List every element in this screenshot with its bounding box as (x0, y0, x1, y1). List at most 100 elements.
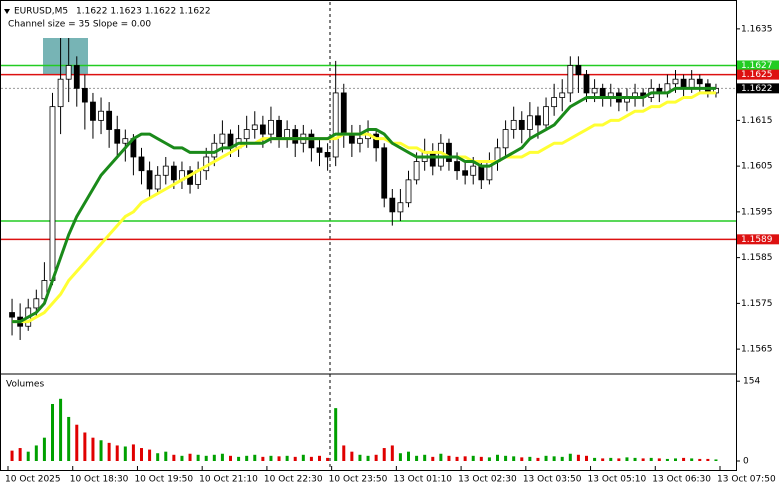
candle-body (478, 165, 485, 181)
y-tick-label: 1.1575 (741, 299, 773, 309)
level-label-box (737, 69, 779, 80)
volume-bar (544, 455, 548, 461)
volume-bar (326, 457, 330, 461)
x-tick-label: 10 Oct 23:50 (329, 475, 388, 485)
candle-body (696, 78, 703, 85)
candle-body (405, 179, 412, 204)
candle-body (41, 280, 48, 300)
candle-body (462, 170, 469, 176)
volume-label: Volumes (6, 380, 44, 390)
candle-body (251, 124, 258, 130)
volume-bar (293, 456, 297, 461)
candle-body (154, 174, 161, 190)
volume-bar (204, 455, 208, 461)
candle-body (162, 165, 169, 176)
volume-bar (382, 448, 386, 461)
volume-bar (682, 457, 686, 461)
volume-bar (593, 457, 597, 461)
volume-bar (560, 456, 564, 461)
volume-bar (463, 456, 467, 461)
volume-bar (504, 455, 508, 461)
candle-body (98, 110, 104, 121)
volume-bar (439, 453, 443, 461)
volume-bar (237, 456, 241, 461)
level-label: 1.1589 (741, 235, 773, 245)
volume-bar (156, 453, 160, 461)
candle-body (81, 87, 88, 103)
volume-bar (601, 458, 605, 461)
candle-body (146, 170, 153, 190)
candle-body (535, 115, 541, 126)
x-tick-label: 13 Oct 03:50 (523, 475, 582, 485)
candle-body (672, 78, 679, 85)
candle-body (292, 129, 299, 144)
candle-body (65, 65, 72, 80)
candle-body (397, 202, 404, 213)
candle-body (559, 92, 566, 98)
candle-body (510, 119, 517, 130)
volume-bar (180, 455, 184, 461)
moving-average (12, 86, 716, 324)
volume-bar (318, 455, 321, 461)
volume-bar (107, 442, 111, 461)
y-tick-label: 1.1615 (741, 116, 773, 126)
candle-body (332, 92, 339, 158)
candle-body (9, 312, 15, 318)
x-tick-label: 10 Oct 18:30 (70, 475, 129, 485)
volume-bar (625, 457, 629, 461)
volume-bar (528, 456, 532, 461)
candle-body (591, 87, 598, 94)
y-tick-label: 1.1595 (741, 207, 773, 217)
candle-body (122, 138, 129, 144)
candle-body (357, 138, 363, 144)
volume-bar (447, 455, 451, 461)
volume-bar (301, 454, 305, 461)
candle-body (470, 165, 477, 176)
volume-bar (649, 457, 653, 461)
volume-bar (91, 437, 95, 461)
indicator-info: Channel size = 35 Slope = 0.00 (8, 20, 151, 30)
volume-bar (172, 454, 176, 461)
candle-body (114, 129, 121, 144)
volume-bar (455, 456, 459, 461)
candle-body (381, 147, 388, 199)
volume-bar (269, 455, 273, 461)
moving-average (12, 91, 716, 324)
candle-body (567, 65, 574, 94)
candle-body (73, 65, 80, 89)
candle-body (454, 161, 460, 172)
level-label-box (737, 234, 779, 245)
symbol: EURUSD,M5 (14, 7, 68, 17)
volume-bar (34, 445, 38, 461)
x-tick-label: 13 Oct 05:10 (588, 475, 647, 485)
volume-bar (576, 454, 580, 461)
volume-bar (42, 437, 46, 461)
candle-body (583, 74, 590, 94)
x-tick-label: 10 Oct 19:50 (134, 475, 193, 485)
volume-bar (277, 456, 281, 461)
volume-bar (374, 454, 378, 461)
volume-bar (253, 454, 257, 461)
candle-body (57, 78, 64, 108)
volume-bar (188, 453, 192, 461)
candle-body (446, 142, 452, 162)
level-label: 1.1627 (741, 61, 773, 71)
volume-bar (334, 408, 338, 461)
volume-bar (220, 453, 224, 461)
volume-bar (674, 458, 677, 461)
volume-bar (431, 456, 435, 461)
volume-bar (641, 458, 645, 461)
candle-body (575, 65, 582, 76)
candle-body (49, 106, 56, 281)
volume-bar (140, 448, 143, 461)
volume-bar (714, 459, 718, 461)
candle-body (243, 129, 250, 140)
volume-bar (285, 455, 289, 461)
volume-bar (536, 457, 540, 461)
quote: 1.1622 1.1623 1.1622 1.1622 (76, 7, 211, 17)
x-tick-label: 13 Oct 02:30 (458, 475, 517, 485)
x-tick-label: 10 Oct 22:30 (264, 475, 323, 485)
volume-bar (706, 458, 710, 461)
x-tick-label: 10 Oct 21:10 (199, 475, 258, 485)
volume-bar (390, 445, 394, 461)
